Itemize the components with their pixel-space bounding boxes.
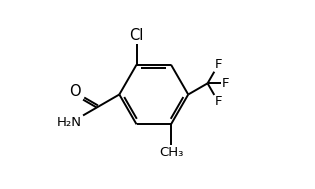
- Text: F: F: [215, 95, 223, 108]
- Text: H₂N: H₂N: [57, 116, 82, 129]
- Text: O: O: [69, 84, 81, 99]
- Text: F: F: [215, 58, 223, 71]
- Text: Cl: Cl: [129, 28, 144, 43]
- Text: F: F: [222, 77, 230, 90]
- Text: CH₃: CH₃: [159, 146, 183, 159]
